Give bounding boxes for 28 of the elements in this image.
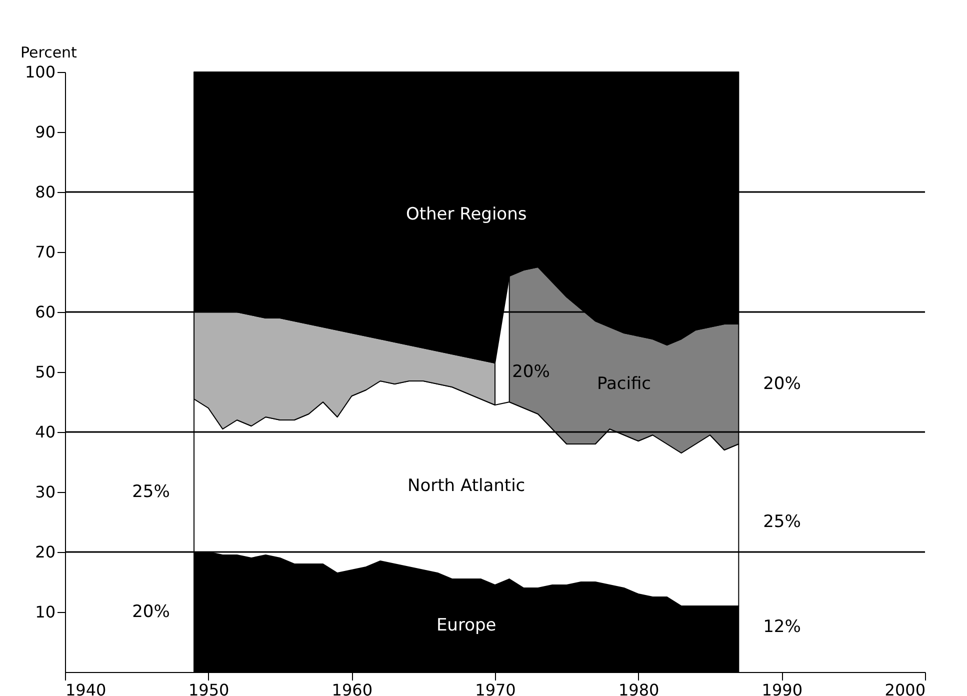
x-tick-label: 1960 xyxy=(332,680,373,696)
x-tick-label: 1950 xyxy=(188,680,230,696)
annotation: 20% xyxy=(763,374,801,394)
y-tick-label: 90 xyxy=(35,122,56,142)
y-tick-label: 20 xyxy=(35,542,56,562)
x-tick-label: 1990 xyxy=(762,680,803,696)
y-tick-label: 100 xyxy=(24,62,56,82)
y-tick-label: 70 xyxy=(35,242,56,262)
y-axis-title: Percent xyxy=(20,44,78,62)
x-tick-label: 2000 xyxy=(884,680,926,696)
series-label: Europe xyxy=(436,616,496,636)
series-label: Pacific xyxy=(596,374,652,394)
x-tick-label: 1980 xyxy=(618,680,660,696)
series-label: Other Regions xyxy=(406,204,527,224)
annotation: 12% xyxy=(763,617,801,637)
y-tick-label: 30 xyxy=(35,482,56,502)
y-tick-label: 40 xyxy=(35,422,56,442)
annotation: 20% xyxy=(512,362,550,382)
series-label: North Atlantic xyxy=(408,476,526,496)
annotation: 25% xyxy=(132,482,170,502)
y-tick-label: 50 xyxy=(35,362,56,382)
y-tick-label: 10 xyxy=(35,602,56,622)
y-tick-label: 80 xyxy=(35,182,56,202)
y-tick-label: 60 xyxy=(35,302,56,322)
x-tick-label: 1940 xyxy=(66,680,106,696)
x-tick-label: 1970 xyxy=(475,680,516,696)
annotation: 20% xyxy=(132,602,170,622)
annotation: 25% xyxy=(763,512,801,532)
